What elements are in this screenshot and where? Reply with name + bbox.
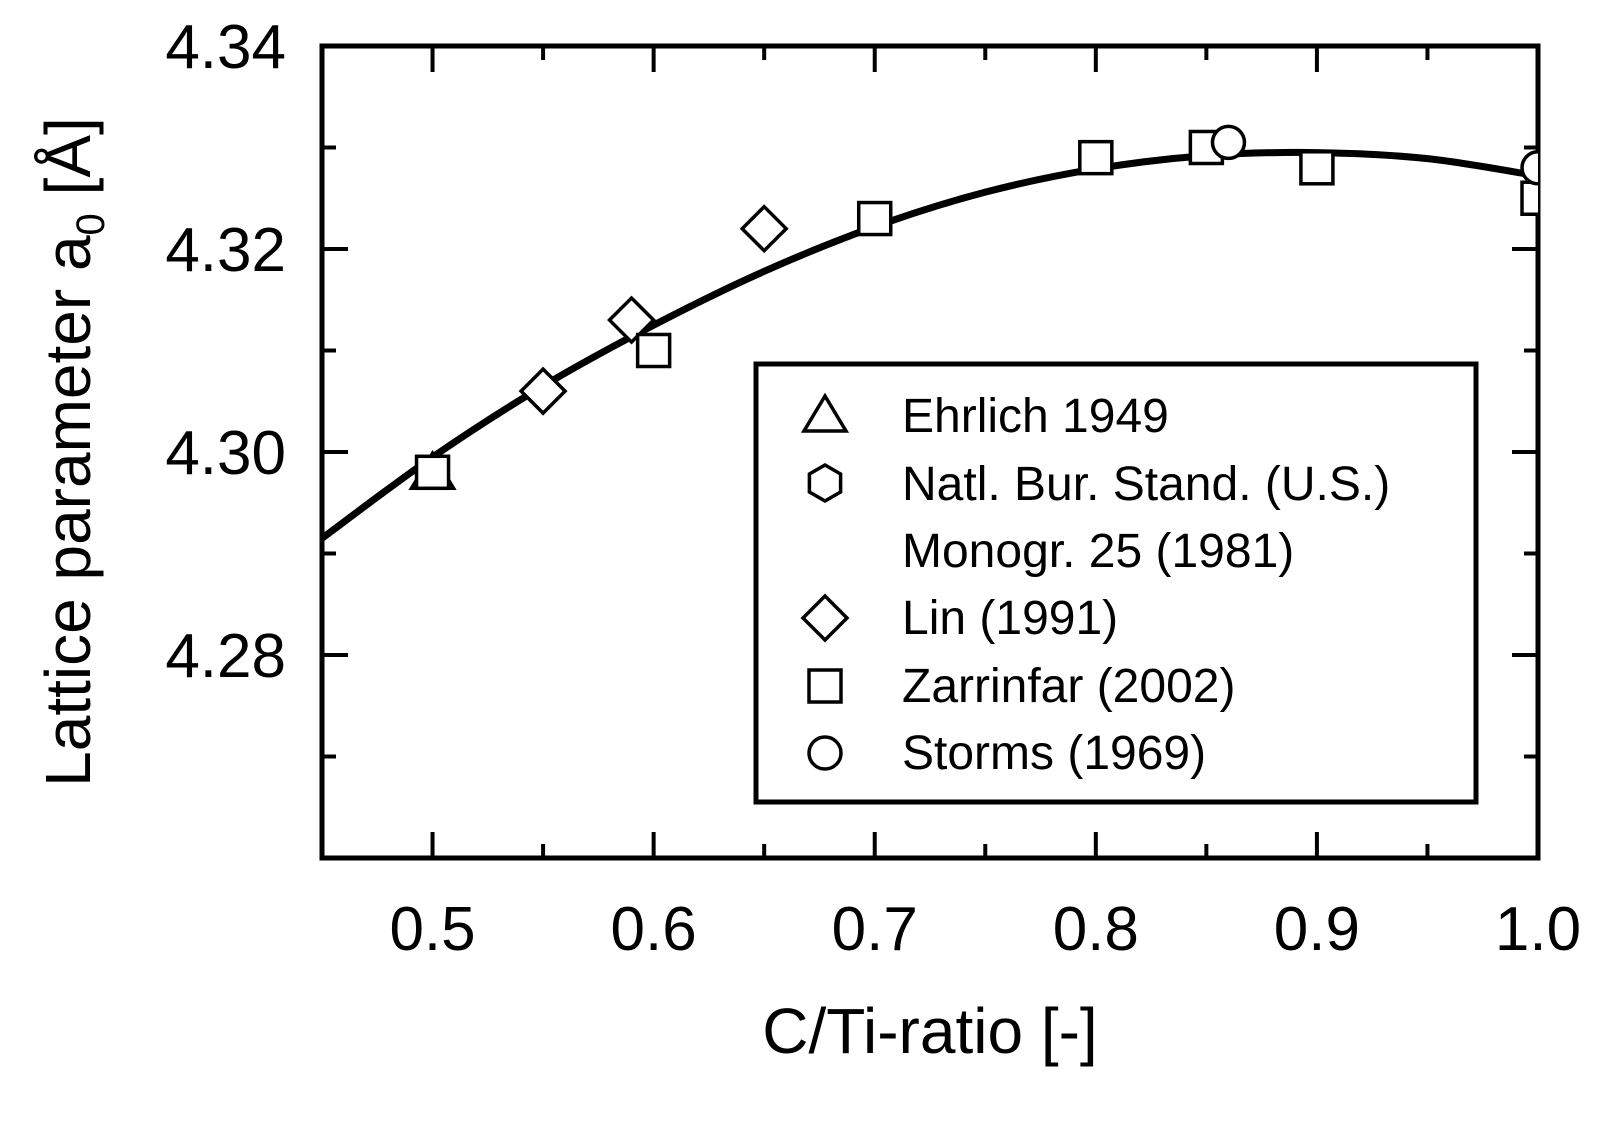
- square-marker: [1299, 150, 1335, 186]
- y-axis-title-unit: [Å]: [32, 117, 104, 213]
- square-marker: [1078, 139, 1114, 176]
- y-tick-label: 4.28: [165, 622, 286, 691]
- diamond-marker: [607, 295, 657, 345]
- y-axis-title-main: Lattice parameter a: [32, 235, 104, 787]
- y-tick-label: 4.32: [165, 216, 286, 285]
- legend-triangle-marker: [800, 392, 850, 433]
- legend-label-lin: Lin (1991): [902, 592, 1118, 645]
- x-axis-title: C/Ti-ratio [-]: [762, 995, 1097, 1067]
- square-marker: [414, 454, 451, 491]
- legend-box: [753, 361, 1479, 805]
- diamond-marker: [739, 204, 789, 254]
- x-tick-label: 1.0: [1495, 895, 1581, 964]
- legend-diamond-marker: [800, 593, 850, 643]
- y-axis-title: Lattice parameter a0 [Å]: [32, 117, 113, 787]
- legend-hexagon-marker: [807, 462, 843, 504]
- y-tick-label: 4.30: [165, 419, 286, 488]
- circle-marker: [1520, 150, 1538, 186]
- square-marker: [635, 332, 672, 369]
- axis-ticks: [322, 44, 1540, 858]
- x-tick-label: 0.9: [1274, 895, 1360, 964]
- legend-label-nbs-line2: Monogr. 25 (1981): [902, 525, 1294, 578]
- legend-square-marker: [807, 668, 843, 704]
- x-tick-label: 0.8: [1053, 895, 1139, 964]
- legend-label-nbs: Natl. Bur. Stand. (U.S.): [902, 458, 1390, 511]
- axis-tick-labels: 0.5 0.6 0.7 0.8 0.9 1.0 4.28 4.30 4.32 4.34: [165, 13, 1581, 964]
- legend-markers: [800, 392, 850, 771]
- square-marker: [1520, 180, 1538, 216]
- legend: Ehrlich 1949 Natl. Bur. Stand. (U.S.) Mo…: [753, 361, 1479, 805]
- square-marker: [856, 200, 893, 237]
- x-tick-label: 0.6: [611, 895, 697, 964]
- legend-circle-marker: [807, 735, 843, 771]
- legend-label-ehrlich: Ehrlich 1949: [902, 390, 1169, 443]
- x-tick-label: 0.7: [832, 895, 918, 964]
- data-markers: [408, 124, 1538, 491]
- y-tick-label: 4.34: [165, 13, 286, 82]
- legend-label-zarrinfar: Zarrinfar (2002): [902, 660, 1235, 713]
- x-tick-label: 0.5: [389, 895, 475, 964]
- y-axis-title-subscript: 0: [69, 213, 113, 235]
- diamond-marker: [518, 366, 568, 416]
- circle-marker: [1210, 124, 1247, 161]
- legend-label-storms: Storms (1969): [902, 727, 1206, 780]
